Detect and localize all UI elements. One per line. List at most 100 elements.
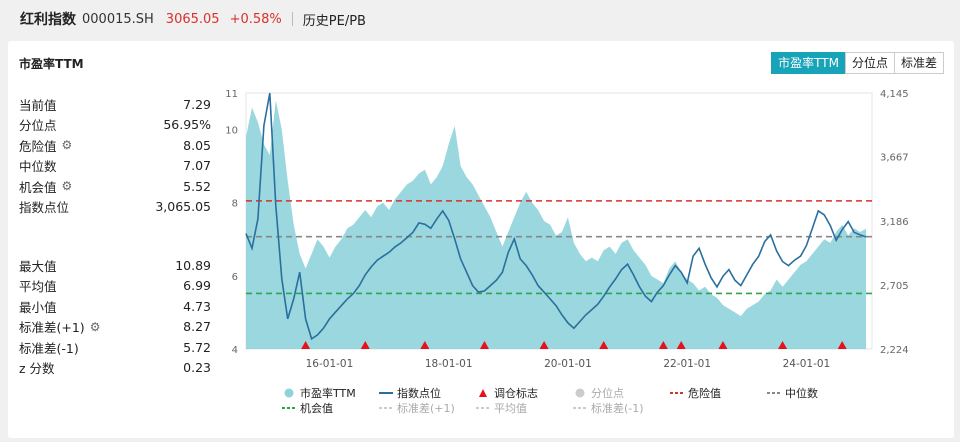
legend-item[interactable]: 平均值	[476, 400, 573, 416]
valuation-card: 市盈率TTM 市盈率TTM 分位点 标准差 当前值 7.29 分位点 56.95% 危险…	[8, 41, 954, 438]
y-left-tick-label: 10	[225, 126, 238, 137]
stat-label: 指数点位	[19, 197, 69, 216]
x-tick-label: 22-01-01	[663, 358, 711, 370]
stat-row: 标准差(+1) ⚙ 8.27	[19, 317, 211, 338]
x-tick-label: 18-01-01	[425, 358, 473, 370]
toggle-std-dev[interactable]: 标准差	[893, 52, 944, 74]
rebalance-marker	[479, 341, 489, 349]
legend-item[interactable]: 危险值	[670, 385, 767, 401]
legend-label: 市盈率TTM	[300, 386, 356, 400]
rebalance-marker	[301, 341, 311, 349]
legend-item[interactable]: 中位数	[767, 385, 864, 401]
legend-label: 中位数	[785, 386, 818, 400]
x-tick-label: 20-01-01	[544, 358, 592, 370]
legend-dash-swatch	[282, 403, 296, 413]
index-code: 000015.SH	[82, 11, 154, 27]
stat-value: 4.73	[183, 298, 211, 314]
pe-chart-svg: 4 6 8 10 11 2,224 2,705 3,186 3,667 4,145 16-01-01…	[225, 89, 909, 370]
stat-row: 分位点 56.95%	[19, 115, 211, 136]
gear-icon[interactable]: ⚙	[61, 179, 73, 194]
legend-item[interactable]: 分位点	[573, 385, 670, 401]
stat-label: 危险值 ⚙	[19, 136, 72, 155]
rebalance-marker	[778, 341, 788, 349]
legend-label: 标准差(-1)	[591, 401, 644, 415]
legend-item[interactable]: 指数点位	[379, 385, 476, 401]
index-points-line	[245, 92, 867, 341]
legend-item[interactable]: 标准差(-1)	[573, 400, 670, 416]
rebalance-marker	[360, 341, 370, 349]
index-name: 红利指数	[20, 12, 76, 28]
legend-label: 危险值	[688, 386, 721, 400]
y-right-tick-label: 4,145	[880, 89, 909, 100]
stat-row: 平均值 6.99	[19, 276, 211, 297]
stat-label: 机会值 ⚙	[19, 177, 72, 196]
stat-value: 6.99	[183, 278, 211, 294]
stat-label-text: 最大值	[19, 258, 57, 274]
header-divider	[291, 12, 293, 26]
stat-label-text: 指数点位	[19, 200, 70, 216]
legend-item[interactable]: 调仓标志	[476, 385, 573, 401]
stat-label: 标准差(+1) ⚙	[19, 317, 100, 336]
stat-label: 标准差(-1)	[19, 338, 79, 357]
stat-label: 中位数	[19, 156, 57, 175]
metric-toggle: 市盈率TTM 分位点 标准差	[771, 52, 944, 74]
stat-label: 当前值	[19, 95, 57, 114]
y-right-tick-label: 2,705	[880, 281, 909, 292]
x-tick-label: 16-01-01	[306, 358, 354, 370]
stat-value: 7.07	[183, 158, 211, 174]
stat-label: z 分数	[19, 358, 55, 377]
stat-label: 分位点	[19, 115, 57, 134]
gear-icon[interactable]: ⚙	[61, 138, 73, 153]
pe-ttm-area	[246, 100, 867, 349]
toggle-percentile[interactable]: 分位点	[844, 52, 895, 74]
legend-item[interactable]: 标准差(+1)	[379, 400, 476, 416]
y-left-tick-label: 6	[232, 272, 238, 283]
legend-item[interactable]: 机会值	[282, 400, 379, 416]
gear-icon[interactable]: ⚙	[89, 319, 101, 334]
legend-triangle-swatch	[476, 388, 490, 398]
legend-dash-swatch	[379, 403, 393, 413]
stat-label-text: 机会值	[19, 179, 57, 195]
rebalance-marker	[676, 341, 686, 349]
stat-label-text: 危险值	[19, 138, 57, 154]
tab-history-pe-pb[interactable]: 历史PE/PB	[302, 13, 366, 29]
y-right-tick-label: 3,186	[880, 217, 909, 228]
stat-value: 0.23	[183, 360, 211, 376]
y-left-tick-label: 4	[232, 345, 238, 356]
y-right-tick-label: 3,667	[880, 153, 909, 164]
rebalance-marker	[539, 341, 549, 349]
rebalance-marker	[420, 341, 430, 349]
legend-circle-swatch	[573, 388, 587, 398]
stat-label-text: 平均值	[19, 279, 57, 295]
legend-item[interactable]: 市盈率TTM	[282, 385, 379, 401]
legend-dash-swatch	[767, 388, 781, 398]
stat-label-text: 标准差(-1)	[19, 340, 79, 356]
legend-label: 标准差(+1)	[397, 401, 455, 415]
stat-value: 10.89	[175, 257, 211, 273]
stat-row: z 分数 0.23	[19, 358, 211, 379]
rebalance-marker	[718, 341, 728, 349]
index-price: 3065.05	[165, 11, 220, 27]
header-bar: 红利指数 000015.SH 3065.05 +0.58% 历史PE/PB	[0, 0, 960, 38]
stat-label-text: 分位点	[19, 118, 57, 134]
y-left-tick-label: 8	[232, 199, 238, 210]
toggle-pe-ttm[interactable]: 市盈率TTM	[771, 52, 846, 74]
legend-dash-swatch	[670, 388, 684, 398]
stat-value: 5.52	[183, 178, 211, 194]
stat-value: 8.05	[183, 137, 211, 153]
stat-value: 8.27	[183, 319, 211, 335]
stats-panel-top: 当前值 7.29 分位点 56.95% 危险值 ⚙ 8.05 中位数 7.07 机会值 ⚙ 5.52 指…	[19, 94, 211, 217]
stats-panel-bottom: 最大值 10.89 平均值 6.99 最小值 4.73 标准差(+1) ⚙ 8.27 标准差(-1…	[19, 255, 211, 378]
stat-label: 最小值	[19, 297, 57, 316]
stat-row: 最大值 10.89	[19, 255, 211, 276]
y-left-tick-label: 11	[225, 89, 238, 100]
legend-dash-swatch	[573, 403, 587, 413]
pe-chart: 4 6 8 10 11 2,224 2,705 3,186 3,667 4,145 16-01-01…	[8, 41, 954, 438]
chart-legend: 市盈率TTM 指数点位 调仓标志 分位点 危险值 中位数 机会值 标准差(+1) 平均值 标准差…	[282, 385, 882, 415]
stat-row: 当前值 7.29	[19, 94, 211, 115]
stat-value: 3,065.05	[155, 199, 211, 215]
legend-label: 调仓标志	[494, 386, 538, 400]
stat-label-text: 最小值	[19, 299, 57, 315]
stat-label-text: 当前值	[19, 97, 57, 113]
legend-dash-swatch	[476, 403, 490, 413]
